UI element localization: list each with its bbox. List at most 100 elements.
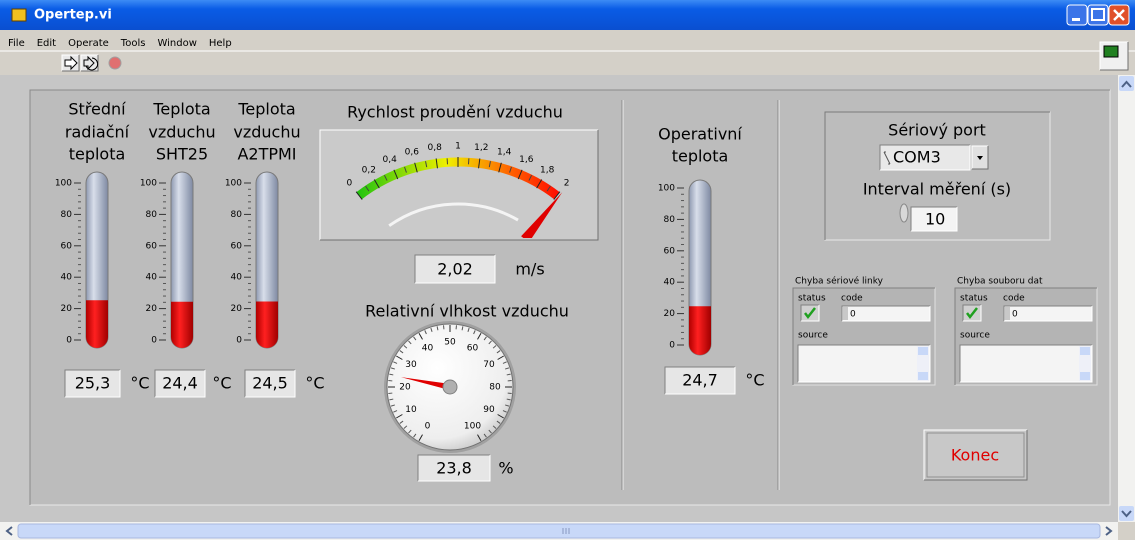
scale-label: 80 xyxy=(61,210,73,220)
port-value[interactable]: COM3 xyxy=(893,148,941,167)
value-display-edge xyxy=(245,370,296,398)
scale-label: 40 xyxy=(231,273,243,283)
thermometer-label: Teplota xyxy=(152,100,210,119)
dropdown-button-edge xyxy=(971,145,988,169)
value-display xyxy=(65,370,120,397)
value-display-edge xyxy=(414,254,495,283)
port-dropdown-edge xyxy=(879,144,970,170)
menu-item[interactable]: Tools xyxy=(120,38,146,49)
gauge-tick-label: 1,8 xyxy=(540,165,555,175)
dial-tick-label: 70 xyxy=(483,360,495,370)
scroll-thumb[interactable] xyxy=(17,523,1101,539)
scroll-down-arrow xyxy=(1121,510,1132,518)
port-dropdown xyxy=(880,145,970,170)
status-indicator-edge xyxy=(800,304,819,321)
gauge-tick xyxy=(414,162,418,173)
scale-label: 80 xyxy=(231,210,243,220)
menu-item[interactable]: Help xyxy=(209,38,232,49)
value-text: 2,02 xyxy=(437,260,473,279)
status-label: status xyxy=(960,294,988,304)
value-display-edge xyxy=(418,455,491,482)
status-indicator-edge xyxy=(801,305,820,322)
dial-minor-tick xyxy=(399,350,404,354)
source-scroll-down[interactable] xyxy=(918,372,928,380)
scale-label: 0 xyxy=(151,336,157,346)
dial-minor-tick xyxy=(461,326,464,331)
source-display-edge xyxy=(797,344,930,382)
thermometer-fill xyxy=(171,301,193,348)
scale-label: 60 xyxy=(231,241,243,251)
dial-title: Relativní vlhkost vzduchu xyxy=(365,302,569,321)
interval-spinner[interactable] xyxy=(899,203,909,223)
status-indicator-edge xyxy=(963,305,982,322)
dial-minor-tick xyxy=(505,367,510,370)
source-display-edge xyxy=(798,345,931,383)
unit-label: °C xyxy=(745,371,764,390)
value-text: 24,7 xyxy=(682,371,718,390)
unit-label: m/s xyxy=(515,260,544,279)
dial-minor-tick xyxy=(496,420,501,424)
stop-button-edge xyxy=(923,429,1027,480)
scroll-left-arrow xyxy=(5,526,13,536)
dial-minor-tick xyxy=(389,373,394,376)
interval-input xyxy=(911,207,957,231)
run-button-edge xyxy=(62,55,80,72)
thermometer-label: SHT25 xyxy=(156,145,208,164)
gauge-tick-label: 0,4 xyxy=(383,155,398,165)
status-check xyxy=(966,307,978,320)
minimize-button[interactable] xyxy=(1066,4,1088,26)
stop-button-label[interactable]: Konec xyxy=(951,446,999,465)
scroll-up[interactable] xyxy=(1119,76,1134,91)
code-spinner xyxy=(1005,307,1010,320)
scale-label: 100 xyxy=(140,179,157,189)
dial-tick xyxy=(497,414,504,419)
dial-tick-label: 80 xyxy=(489,383,501,393)
value-display xyxy=(415,255,495,283)
gauge-tick-label: 0,2 xyxy=(362,165,376,175)
menu-item[interactable]: Edit xyxy=(37,38,56,49)
scale-label: 60 xyxy=(664,246,676,256)
dial-minor-tick xyxy=(492,425,497,429)
source-scroll-down[interactable] xyxy=(1080,372,1090,380)
value-display xyxy=(155,370,205,397)
value-text: 25,3 xyxy=(75,374,111,393)
gauge-minor-tick xyxy=(383,174,388,181)
menu-item[interactable]: File xyxy=(8,38,25,49)
menu-item[interactable]: Operate xyxy=(68,38,109,49)
status-check xyxy=(804,307,816,320)
scale-label: 80 xyxy=(664,215,676,225)
dial-tick xyxy=(396,414,403,419)
source-scroll-up[interactable] xyxy=(918,347,928,355)
stop-button-inner[interactable] xyxy=(926,432,1025,478)
run-continuous-icon xyxy=(83,55,99,71)
scale-label: 40 xyxy=(664,278,676,288)
dial-tick xyxy=(396,355,403,360)
menu-item[interactable]: Window xyxy=(157,38,196,49)
error-cluster-shadow xyxy=(792,287,935,385)
vertical-scrollbar[interactable] xyxy=(1118,75,1135,522)
source-scroll-up[interactable] xyxy=(1080,347,1090,355)
status-label: status xyxy=(798,294,826,304)
code-label: code xyxy=(841,294,863,304)
value-text: 24,4 xyxy=(162,374,198,393)
interval-value[interactable]: 10 xyxy=(925,210,945,229)
source-display-edge xyxy=(959,344,1092,382)
scroll-down[interactable] xyxy=(1119,506,1134,521)
code-spinner xyxy=(843,307,848,320)
abort-button[interactable] xyxy=(108,56,122,70)
gauge-tick-label: 1,6 xyxy=(519,155,534,165)
gauge-tick-label: 0 xyxy=(347,178,353,188)
dial-tick xyxy=(497,355,504,360)
dial-tick-label: 90 xyxy=(483,405,495,415)
thermometer-fill xyxy=(86,300,108,348)
scale-label: 20 xyxy=(664,309,676,319)
run-continuous-button xyxy=(81,55,98,71)
code-display xyxy=(1004,306,1092,321)
dial-tick-label: 30 xyxy=(405,360,417,370)
dial-minor-tick xyxy=(390,404,395,407)
gauge-title: Rychlost proudění vzduchu xyxy=(347,103,563,122)
source-display xyxy=(798,345,930,382)
dial-tick-label: 60 xyxy=(467,344,479,354)
gauge-tick-label: 1 xyxy=(455,142,461,152)
